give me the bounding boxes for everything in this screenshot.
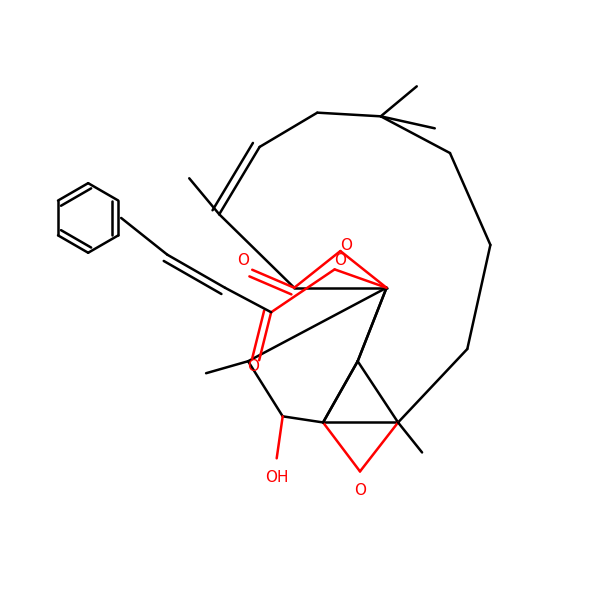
Text: O: O (340, 238, 352, 253)
Text: O: O (354, 484, 366, 499)
Text: O: O (237, 253, 249, 268)
Text: OH: OH (265, 470, 289, 485)
Text: O: O (335, 253, 347, 268)
Text: O: O (247, 359, 259, 374)
